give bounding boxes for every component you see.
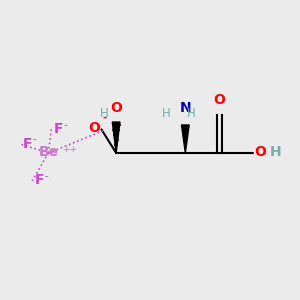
Text: N: N xyxy=(180,101,192,115)
Text: H: H xyxy=(162,107,171,120)
Text: O: O xyxy=(213,93,225,107)
Text: H: H xyxy=(187,107,196,120)
Text: -: - xyxy=(64,120,68,130)
Text: O: O xyxy=(88,121,100,135)
Text: H: H xyxy=(269,146,281,159)
Text: F: F xyxy=(34,173,44,187)
Text: Be: Be xyxy=(38,146,58,159)
Text: -: - xyxy=(45,171,48,181)
Text: O: O xyxy=(110,101,122,115)
Text: -: - xyxy=(103,113,107,123)
Text: ++: ++ xyxy=(63,145,78,154)
Text: H: H xyxy=(100,107,109,120)
Text: F: F xyxy=(54,122,63,136)
Text: -: - xyxy=(33,134,37,144)
Text: F: F xyxy=(23,136,32,151)
Polygon shape xyxy=(182,125,189,153)
Polygon shape xyxy=(112,122,120,153)
Text: O: O xyxy=(254,146,266,159)
